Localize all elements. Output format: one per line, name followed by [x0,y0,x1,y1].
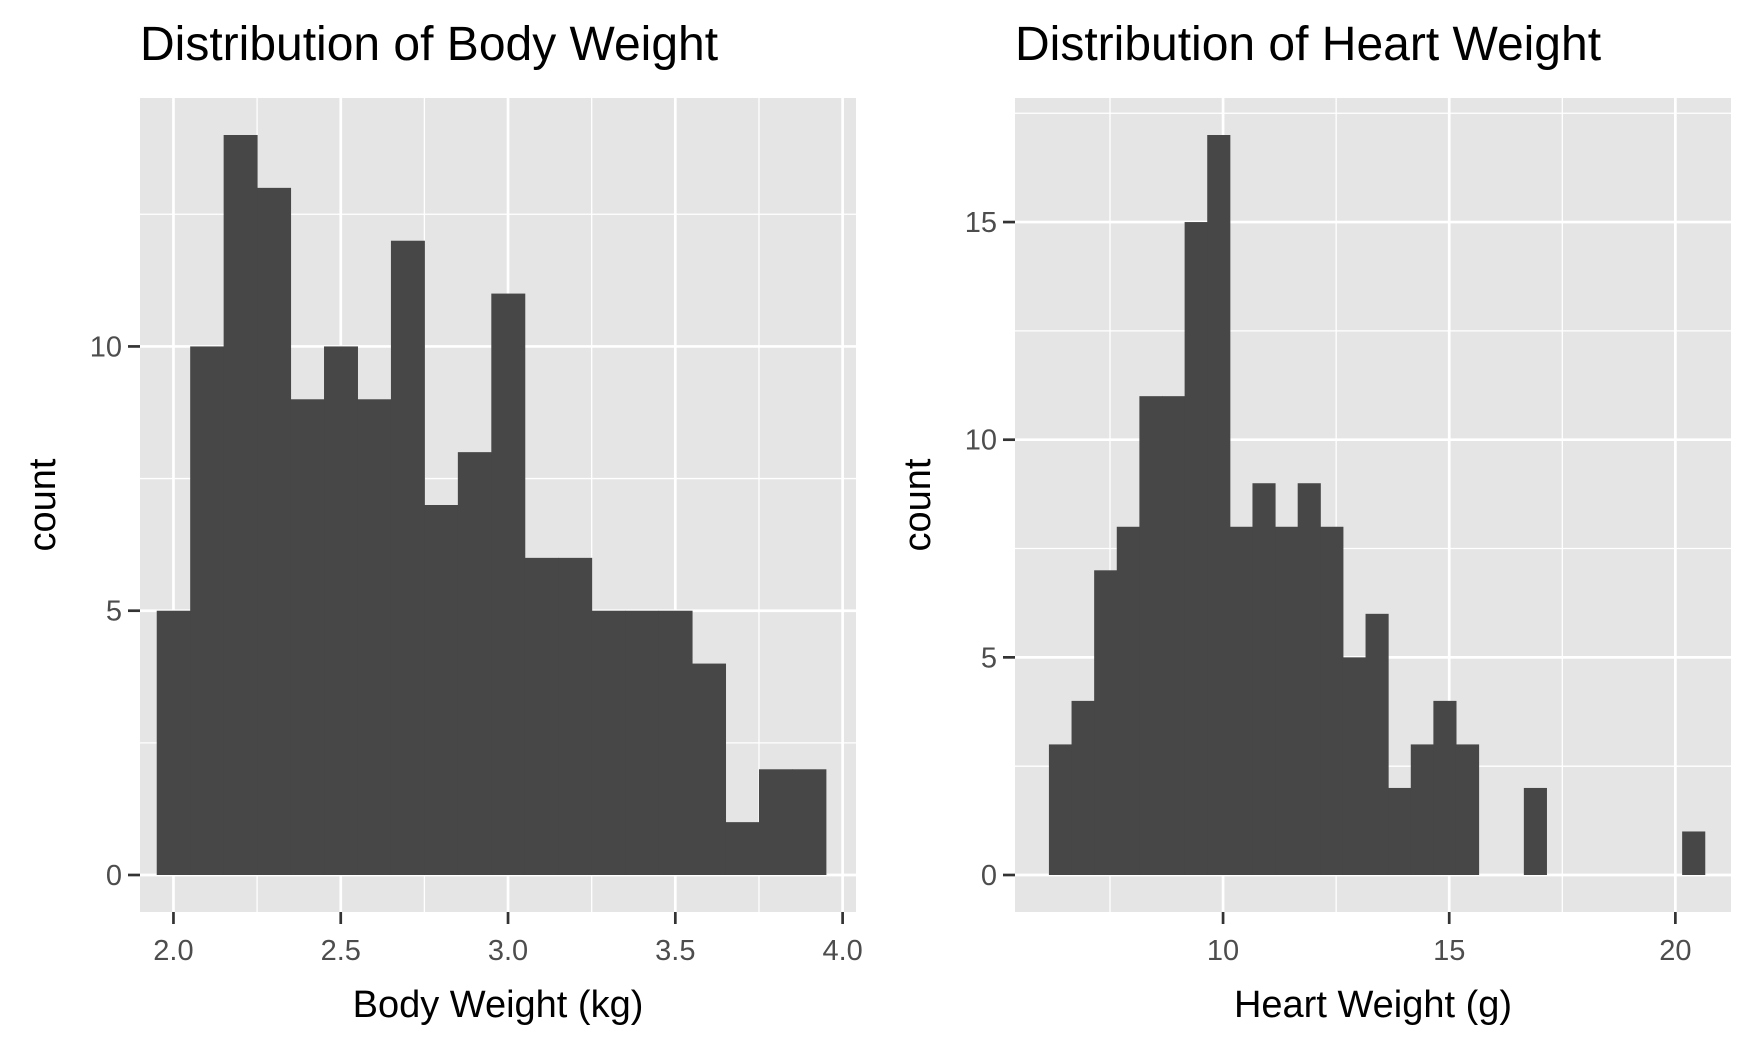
histogram-bars [1048,135,1706,875]
y-tick-label: 10 [965,425,997,457]
histogram-bar [658,610,693,875]
x-axis-title: Body Weight (kg) [353,984,644,1026]
histogram-bar [1297,483,1321,875]
histogram-bar [1071,700,1095,875]
x-tick-label: 2.5 [321,935,361,967]
histogram-bar [190,346,225,875]
x-axis: 10 15 20 [1207,912,1691,967]
y-axis: 0 5 10 15 [965,207,1015,892]
x-tick-label: 10 [1207,935,1239,967]
histogram-bar [156,610,191,875]
histogram-bar [1523,787,1547,875]
y-tick-label: 0 [106,860,122,892]
histogram-bar [1320,526,1344,875]
histogram-bar [390,240,425,875]
histogram-bar [625,610,660,875]
histogram-bar [1252,483,1276,875]
histogram-bar [758,769,793,875]
histogram-bar [1139,396,1163,875]
histogram-bar [1094,570,1118,875]
y-tick-label: 5 [106,596,122,628]
x-tick-label: 2.0 [153,935,193,967]
histogram-bar [1161,396,1186,875]
histogram-bar [1184,222,1208,875]
histogram-bar [491,293,526,876]
y-tick-label: 5 [981,642,997,674]
y-tick-label: 10 [90,331,122,363]
histogram-bar [324,346,358,875]
chart-title: Distribution of Heart Weight [1015,18,1601,71]
histogram-bar [1365,613,1389,875]
histogram-bar [1388,787,1412,875]
x-tick-label: 3.0 [488,935,528,967]
histogram-bar [424,505,459,875]
histogram-bar [692,663,727,875]
histogram-bar [524,557,559,875]
x-axis: 2.0 2.5 3.0 3.5 4.0 [153,912,863,967]
histogram-bar [257,187,292,875]
chart-title: Distribution of Body Weight [140,18,718,71]
histogram-bar [558,557,593,875]
histogram-bar [1342,657,1367,875]
histogram-bar [457,452,492,875]
histogram-bar [290,399,325,875]
histogram-bar [725,822,760,875]
histogram-bar [792,769,827,875]
y-axis-title: count [897,458,939,551]
chart-body-weight: Distribution of Body Weight 0 5 10 2.0 2.5 3… [22,18,863,1026]
y-axis-title: count [22,458,64,551]
x-tick-label: 4.0 [822,935,862,967]
histogram-bar [1275,526,1299,875]
x-tick-label: 20 [1659,935,1691,967]
y-axis: 0 5 10 [90,331,140,892]
y-tick-label: 0 [981,860,997,892]
x-tick-label: 15 [1433,935,1465,967]
chart-heart-weight: Distribution of Heart Weight 0 5 10 15 10 15… [897,18,1731,1026]
histogram-bar [1207,135,1231,875]
histogram-bar [1410,744,1434,875]
histogram-bar [1455,744,1480,875]
histogram-bars [156,135,827,876]
x-tick-label: 3.5 [655,935,695,967]
histogram-bar [1433,700,1457,875]
histogram-bar [357,399,392,875]
y-tick-label: 15 [965,207,997,239]
histogram-bar [1682,831,1706,875]
histogram-bar [1116,526,1140,875]
histogram-bar [1048,744,1073,875]
histogram-bar [1229,526,1253,875]
histogram-bar [591,610,626,875]
x-axis-title: Heart Weight (g) [1234,984,1512,1026]
histogram-bar [223,135,258,875]
